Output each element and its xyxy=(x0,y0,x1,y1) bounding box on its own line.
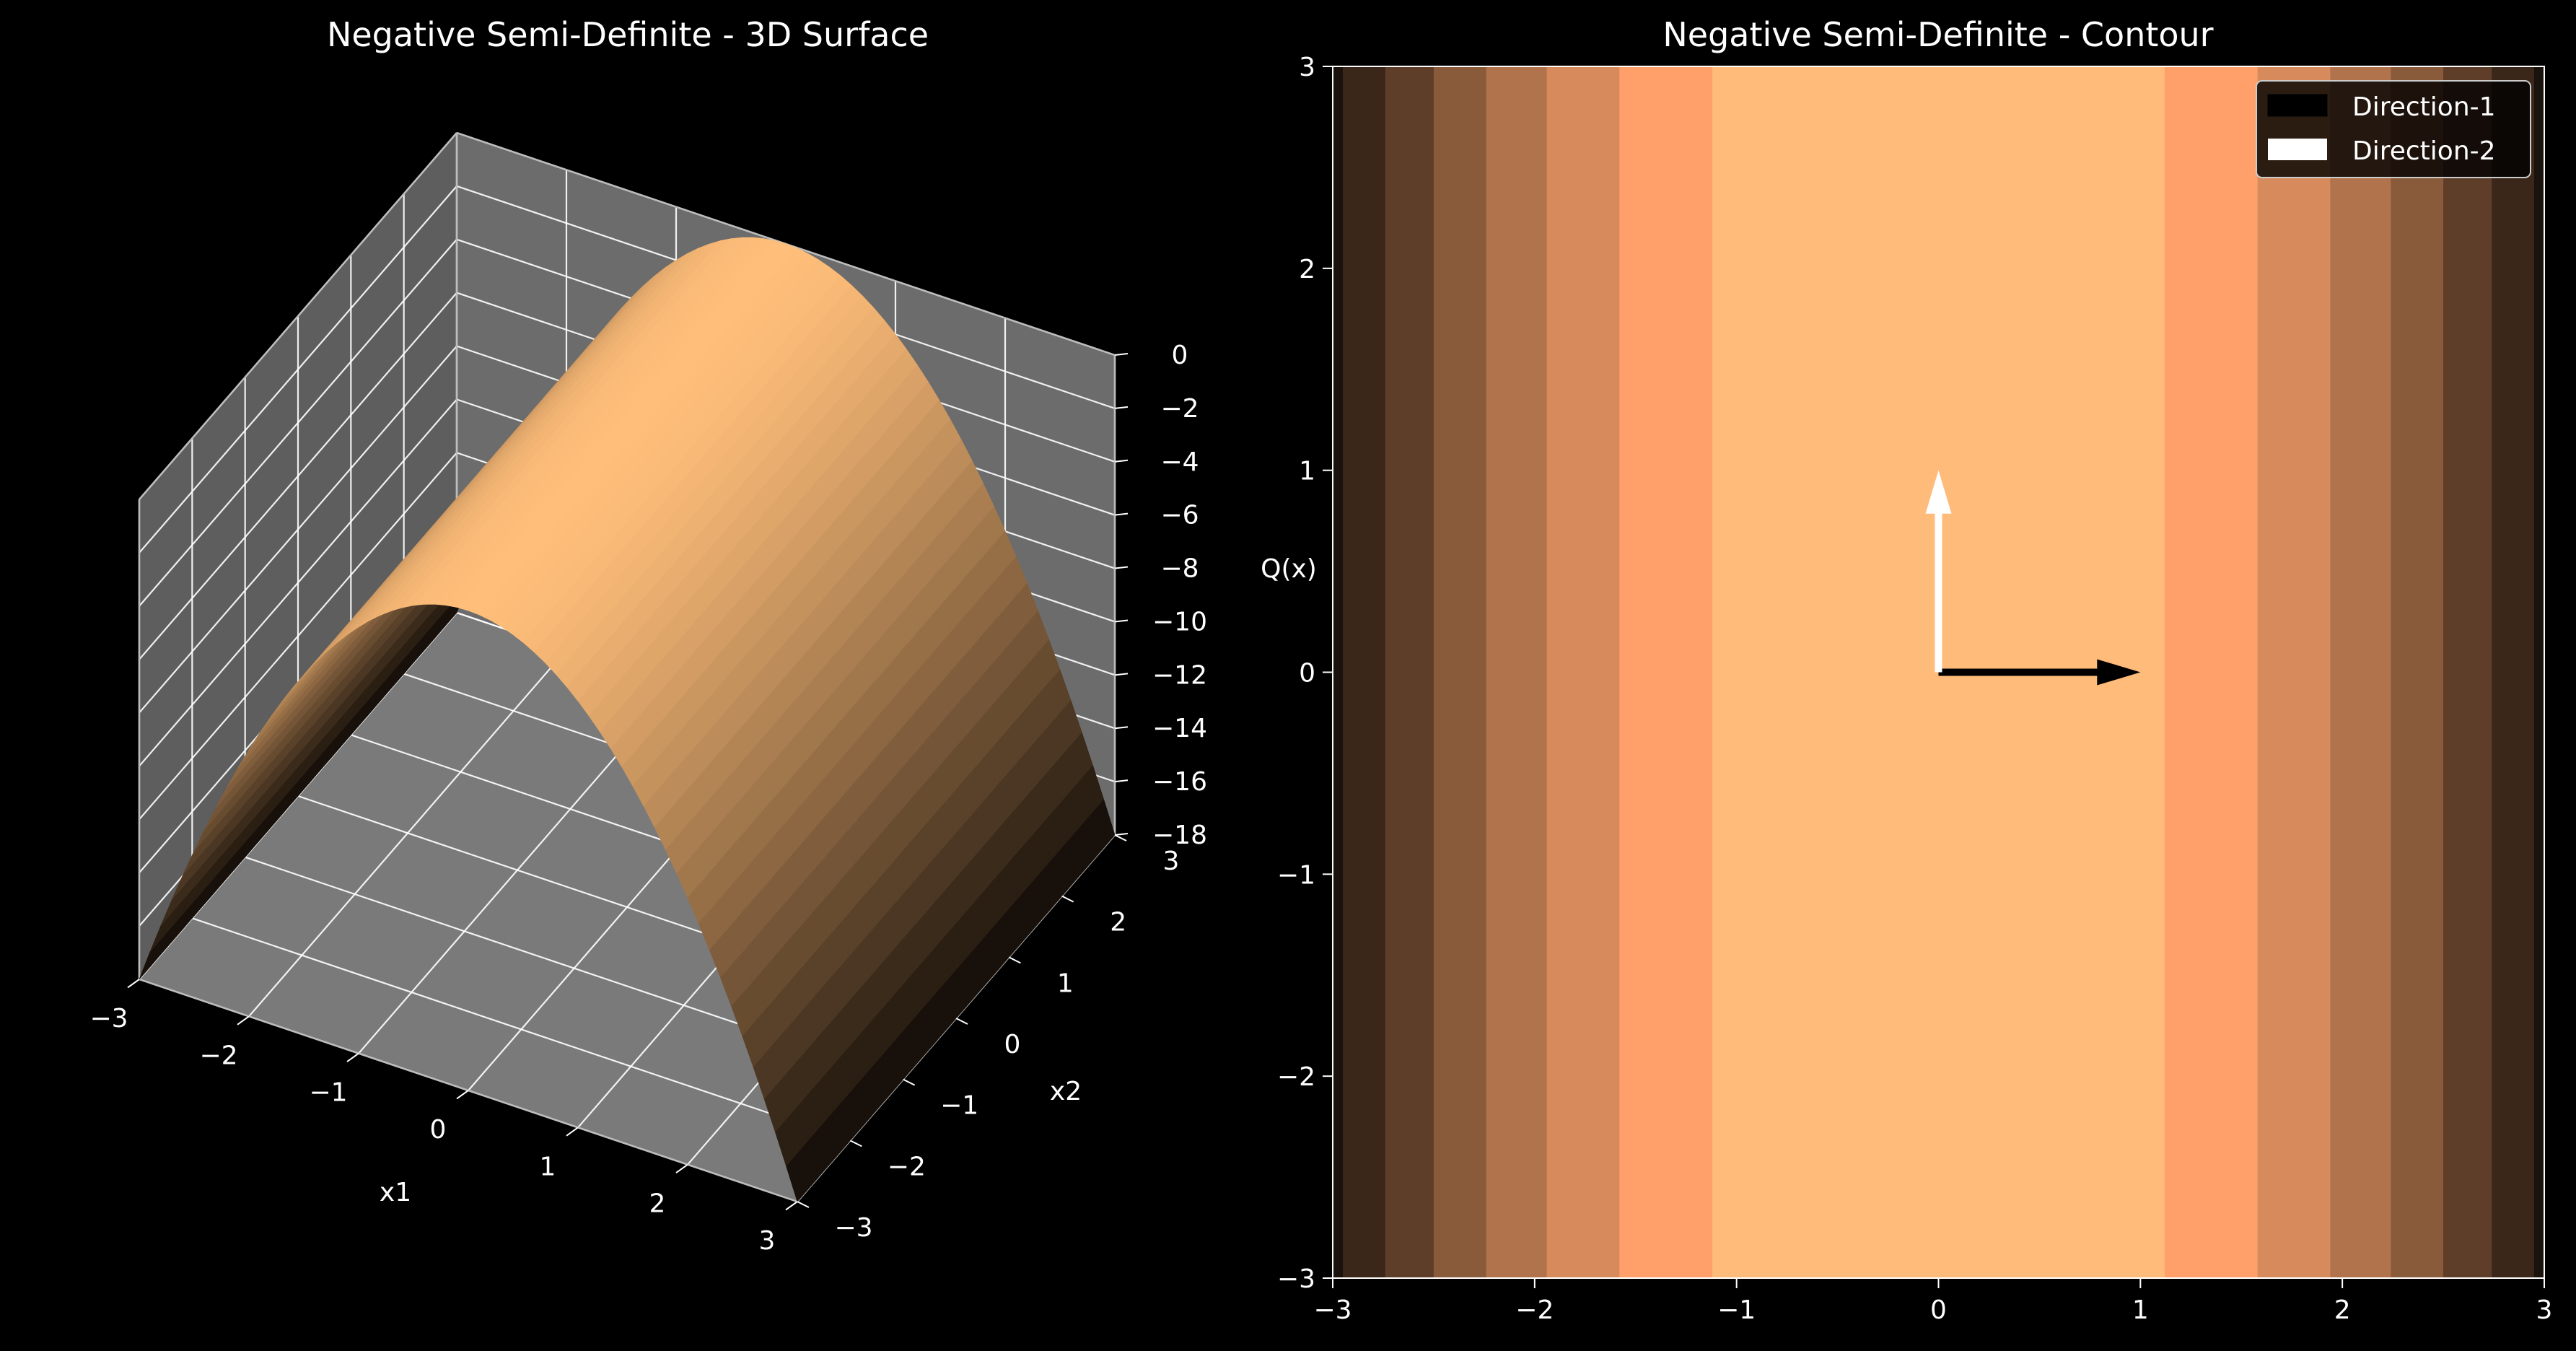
x1-tick xyxy=(456,1090,469,1100)
legend-swatch-direction-1 xyxy=(2267,94,2328,117)
z-tick xyxy=(1114,406,1129,409)
x1-tick-label: 1 xyxy=(540,1152,556,1181)
x1-tick xyxy=(346,1052,359,1062)
x2-tick xyxy=(955,1018,968,1025)
wall-grid-z-left xyxy=(139,292,457,660)
contour-x-tick-label: 1 xyxy=(2132,1295,2149,1325)
surface-panel: Negative Semi-Definite - 3D Surface −3 −2… xyxy=(89,15,1316,1256)
x1-axis-label: x1 xyxy=(380,1178,411,1207)
contour-x-tick-label: −1 xyxy=(1717,1295,1756,1325)
z-tick xyxy=(1114,512,1129,516)
contour-x-tick-label: 3 xyxy=(2536,1295,2553,1325)
x1-tick xyxy=(127,979,140,989)
z-tick-label: −2 xyxy=(1160,394,1199,424)
x1-tick-label: 2 xyxy=(649,1189,666,1219)
legend: Direction-1 Direction-2 xyxy=(2256,80,2531,178)
wall-grid-z-left xyxy=(139,452,457,821)
contour-vectors xyxy=(1925,470,2141,686)
surface-facet xyxy=(786,1153,809,1202)
x2-tick xyxy=(797,1201,810,1208)
z-tick-label: −16 xyxy=(1152,767,1207,797)
x1-tick xyxy=(566,1127,579,1137)
z-tick xyxy=(1114,619,1129,623)
x1-tick xyxy=(237,1015,250,1026)
legend-label-direction-2: Direction-2 xyxy=(2352,136,2496,166)
x2-tick-label: 0 xyxy=(1004,1030,1021,1059)
contour-x-tick-label: −3 xyxy=(1313,1295,1351,1325)
z-tick xyxy=(1114,353,1129,356)
z-tick-label: −18 xyxy=(1152,821,1207,850)
x1-tick xyxy=(675,1163,688,1173)
z-tick xyxy=(1114,779,1129,783)
vector-arrow-1 xyxy=(1938,659,2141,686)
wall-grid-z-left xyxy=(139,185,457,554)
z-tick-label: −6 xyxy=(1160,501,1199,530)
x1-tick-label: 0 xyxy=(430,1115,447,1145)
x2-axis-label: x2 xyxy=(1050,1077,1082,1106)
z-tick xyxy=(1114,459,1129,463)
contour-ticks: −3 −2 −1 0 1 2 3 −3 −2 −1 0 1 2 3 xyxy=(1277,53,2553,1325)
contour-x-tick-label: 0 xyxy=(1930,1295,1947,1325)
z-tick-label: −14 xyxy=(1152,714,1207,743)
x1-tick-label: −1 xyxy=(309,1078,347,1108)
z-tick xyxy=(1114,833,1129,836)
contour-y-tick-label: 3 xyxy=(1299,53,1315,82)
x2-tick-label: 3 xyxy=(1163,847,1180,876)
contour-y-tick-label: −1 xyxy=(1277,860,1315,890)
x2-tick-label: −1 xyxy=(940,1091,978,1121)
x2-tick xyxy=(1114,834,1127,841)
z-tick-label: −12 xyxy=(1152,660,1207,690)
wall-grid-z-left xyxy=(139,239,457,607)
contour-y-tick-label: −3 xyxy=(1277,1264,1315,1294)
x2-tick-label: 2 xyxy=(1110,908,1126,937)
x2-tick-label: 1 xyxy=(1057,969,1074,998)
x2-tick xyxy=(1008,956,1021,964)
x1-tick xyxy=(785,1201,798,1211)
x2-tick xyxy=(849,1140,862,1147)
contour-y-tick-label: 2 xyxy=(1299,255,1315,284)
contour-panel: Negative Semi-Definite - Contour −3 −2 −1 0… xyxy=(1277,15,2553,1325)
x1-tick-label: −3 xyxy=(89,1004,128,1033)
x2-tick xyxy=(1061,895,1074,903)
z-tick-label: 0 xyxy=(1172,341,1188,370)
contour-y-tick-label: 1 xyxy=(1299,457,1315,486)
x2-tick xyxy=(903,1078,916,1086)
z-tick-label: −10 xyxy=(1152,607,1207,637)
wall-grid-z-left xyxy=(139,345,457,714)
contour-y-tick-label: −2 xyxy=(1277,1062,1315,1092)
x1-tick-label: −2 xyxy=(199,1041,237,1070)
pane-edge xyxy=(139,132,457,500)
z-tick-label: −8 xyxy=(1160,554,1199,584)
surface-mesh xyxy=(139,237,1116,1202)
contour-x-tick-label: −2 xyxy=(1515,1295,1554,1325)
contour-y-tick-label: 0 xyxy=(1299,659,1315,688)
x1-tick-label: 3 xyxy=(759,1226,776,1256)
vector-arrow-2 xyxy=(1925,470,1952,673)
x2-tick-label: −3 xyxy=(834,1213,872,1243)
z-tick-label: −4 xyxy=(1160,447,1199,477)
surface-title: Negative Semi-Definite - 3D Surface xyxy=(327,15,929,54)
wall-grid-z-left xyxy=(139,398,457,767)
z-tick xyxy=(1114,726,1129,730)
x2-tick-label: −2 xyxy=(888,1152,926,1181)
contour-title: Negative Semi-Definite - Contour xyxy=(1662,15,2213,54)
z-axis-label: Q(x) xyxy=(1261,554,1317,584)
z-tick xyxy=(1114,673,1129,676)
contour-x-tick-label: 2 xyxy=(2334,1295,2351,1325)
legend-swatch-direction-2 xyxy=(2268,139,2327,160)
legend-label-direction-1: Direction-1 xyxy=(2352,92,2496,122)
z-tick xyxy=(1114,566,1129,569)
